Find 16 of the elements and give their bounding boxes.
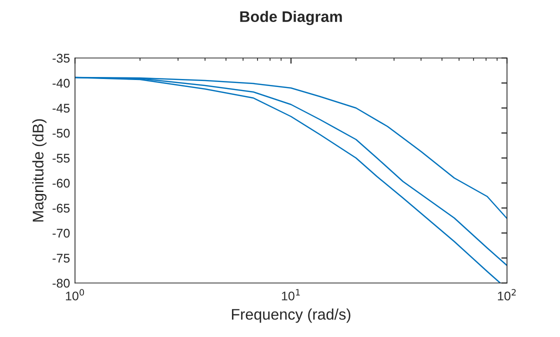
y-tick-label: -50 [52, 128, 70, 138]
y-axis-title: Magnitude (dB) [32, 119, 47, 222]
y-tick-label: -80 [52, 278, 70, 288]
x-tick-label: 10$^{1}$ [282, 289, 300, 300]
chart-title: Bode Diagram [240, 10, 342, 26]
y-tick-label: -45 [52, 104, 70, 113]
y-tick-label: -65 [52, 204, 70, 213]
x-tick-label: 10$^{0}$ [66, 289, 84, 300]
y-tick-label: -60 [52, 178, 70, 188]
y-tick-label: -75 [52, 254, 70, 263]
x-tick-label: 10$^{2}$ [498, 289, 516, 300]
y-tick-label: -55 [52, 154, 70, 163]
x-axis-title: Frequency (rad/s) [232, 308, 350, 323]
y-tick-label: -70 [52, 228, 70, 238]
y-tick-label: -35 [52, 54, 70, 63]
y-tick-label: -40 [52, 78, 70, 88]
